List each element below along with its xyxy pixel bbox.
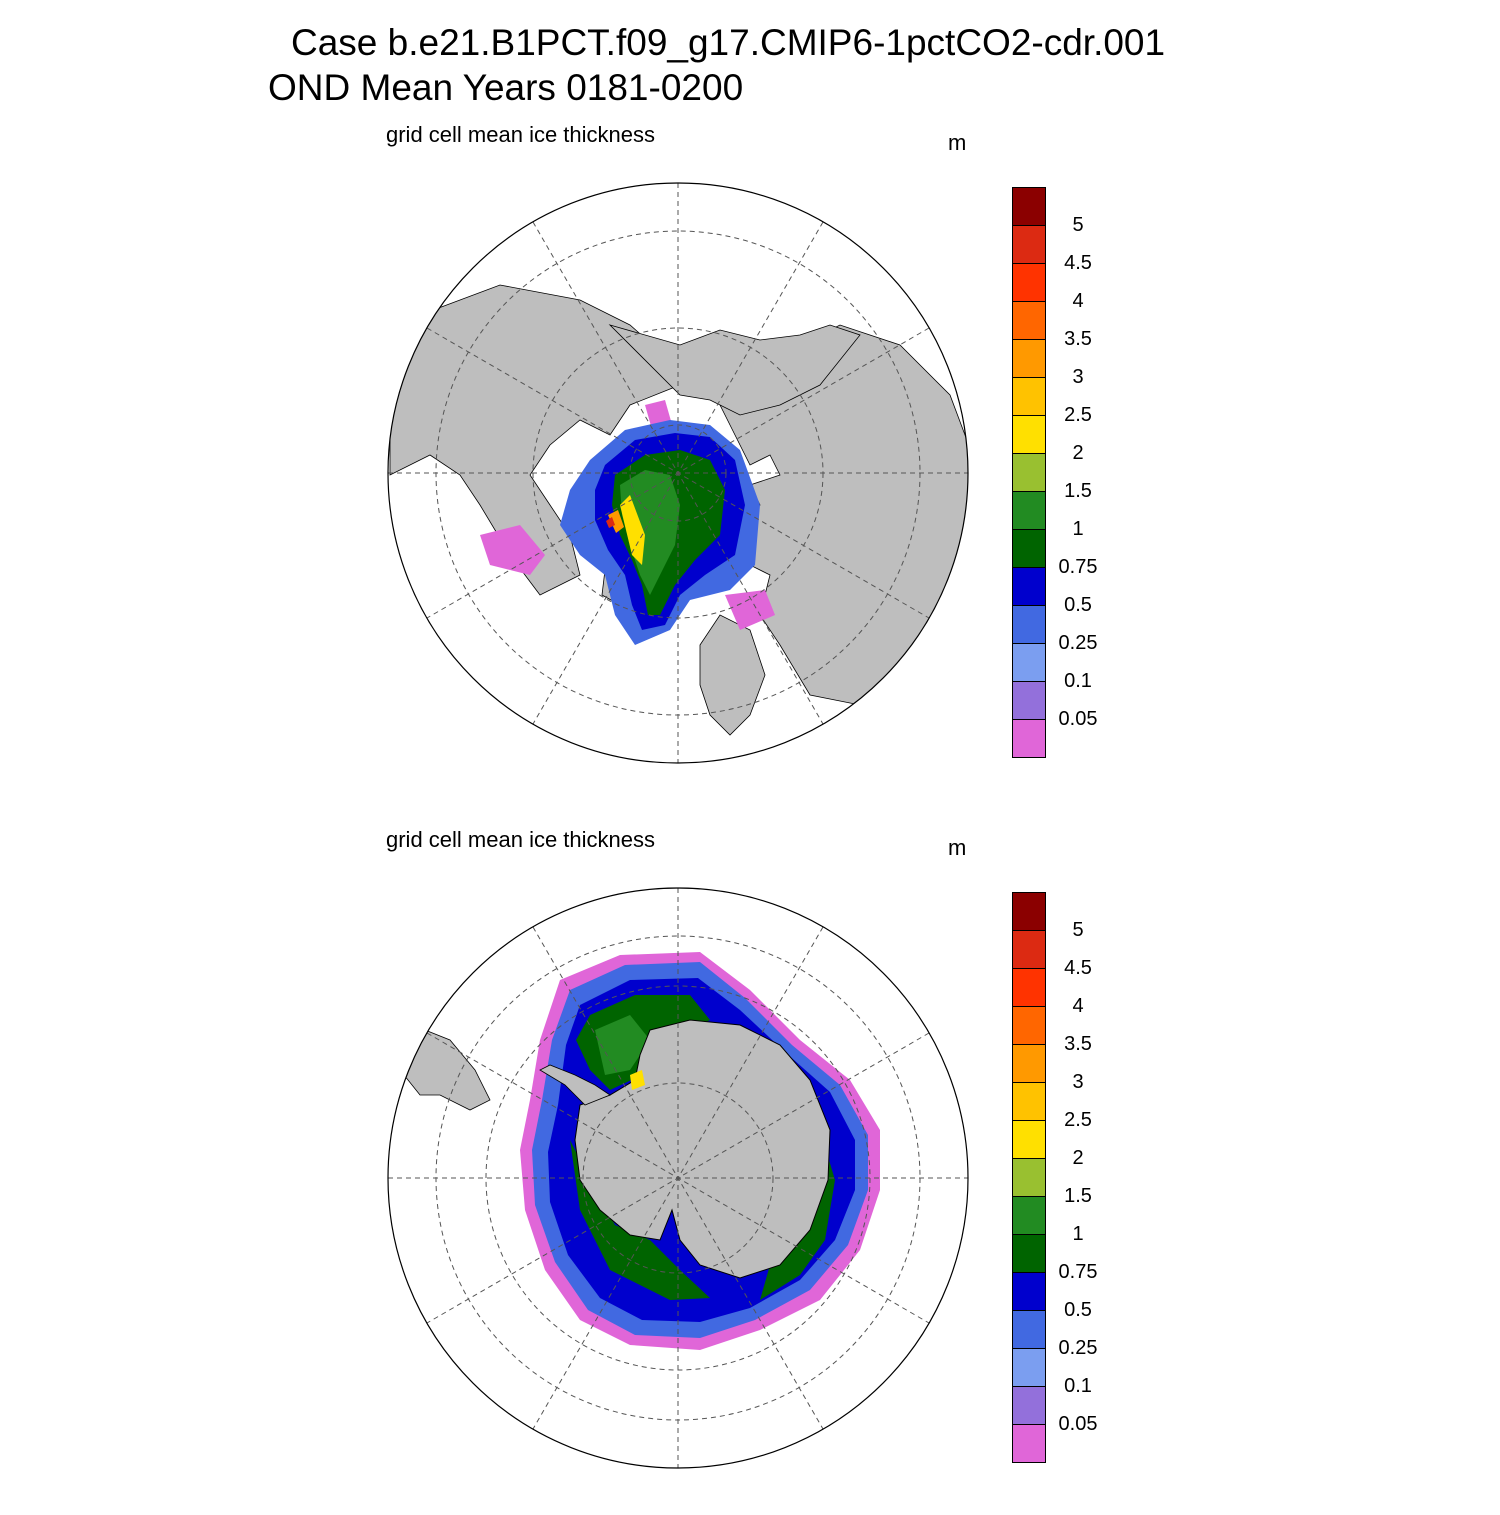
colorbar-tick-label: 1.5 xyxy=(1064,480,1092,502)
colorbar-swatch xyxy=(1012,681,1046,719)
colorbar-tick-label: 0.75 xyxy=(1058,556,1098,578)
arctic-polar-map xyxy=(387,182,969,764)
colorbar-tick-label: 1.5 xyxy=(1064,1185,1092,1207)
colorbar-swatch xyxy=(1012,1120,1046,1158)
colorbar-tick-label: 5 xyxy=(1072,214,1084,236)
ice-red-peak xyxy=(606,517,615,528)
colorbar-swatch xyxy=(1012,453,1046,491)
colorbar-swatch xyxy=(1012,377,1046,415)
colorbar-tick-label: 0.5 xyxy=(1064,594,1092,616)
colorbar-swatch xyxy=(1012,892,1046,930)
ice-orange xyxy=(608,510,624,533)
map-boundary xyxy=(387,182,969,764)
map-boundary xyxy=(387,887,969,1469)
panel-antarctic: grid cell mean ice thickness m xyxy=(0,815,1500,1515)
colorbar-tick-label: 1 xyxy=(1072,1223,1084,1245)
colorbar-swatch xyxy=(1012,339,1046,377)
colorbar-swatch xyxy=(1012,263,1046,301)
colorbar-tick-label: 0.25 xyxy=(1058,1337,1098,1359)
colorbar-tick-label: 2 xyxy=(1072,1147,1084,1169)
colorbar-swatch xyxy=(1012,1272,1046,1310)
colorbar-swatch xyxy=(1012,1424,1046,1463)
colorbar-swatch xyxy=(1012,1044,1046,1082)
colorbar-tick-label: 0.1 xyxy=(1064,1375,1092,1397)
colorbar-swatch xyxy=(1012,930,1046,968)
colorbar-swatch xyxy=(1012,1234,1046,1272)
panel-units-label: m xyxy=(948,835,967,860)
colorbar-swatch xyxy=(1012,1158,1046,1196)
figure-title-line2: OND Mean Years 0181-0200 xyxy=(268,67,744,108)
colorbar-swatch xyxy=(1012,491,1046,529)
colorbar-swatch xyxy=(1012,567,1046,605)
colorbar-swatch xyxy=(1012,187,1046,225)
graticule xyxy=(388,183,968,763)
colorbar-tick-label: 1 xyxy=(1072,518,1084,540)
colorbar-tick-label: 4.5 xyxy=(1064,957,1092,979)
colorbar-swatch xyxy=(1012,1082,1046,1120)
ice-green-patch xyxy=(595,1015,650,1075)
siberia-coast-land xyxy=(608,324,861,416)
ice-yellow xyxy=(620,495,645,565)
colorbar-swatch xyxy=(1012,1348,1046,1386)
panel-units-label: m xyxy=(948,130,967,155)
ice-pink-edge xyxy=(480,525,545,575)
colorbar-tick-label: 2.5 xyxy=(1064,404,1092,426)
panel-variable-label: grid cell mean ice thickness xyxy=(386,122,656,147)
colorbar-tick-label: 3 xyxy=(1072,366,1084,388)
scandinavia-land xyxy=(699,614,766,736)
graticule xyxy=(388,888,968,1468)
colorbar-tick-label: 3 xyxy=(1072,1071,1084,1093)
panel-variable-label: grid cell mean ice thickness xyxy=(386,827,656,852)
colorbar xyxy=(1012,187,1046,758)
colorbar-swatch xyxy=(1012,1310,1046,1348)
antarctic-peninsula xyxy=(539,1064,611,1106)
colorbar-swatch xyxy=(1012,643,1046,681)
colorbar-tick-label: 2.5 xyxy=(1064,1109,1092,1131)
colorbar-tick-label: 4 xyxy=(1072,290,1084,312)
colorbar-tick-label: 0.5 xyxy=(1064,1299,1092,1321)
colorbar-tick-label: 4.5 xyxy=(1064,252,1092,274)
colorbar-tick-label: 0.25 xyxy=(1058,632,1098,654)
colorbar xyxy=(1012,892,1046,1463)
colorbar-tick-label: 0.05 xyxy=(1058,1413,1098,1435)
colorbar-swatch xyxy=(1012,529,1046,567)
ice-yellow-edge xyxy=(630,1070,645,1090)
panel-arctic: grid cell mean ice thickness m xyxy=(0,110,1500,810)
colorbar-tick-label: 5 xyxy=(1072,919,1084,941)
colorbar-swatch xyxy=(1012,1006,1046,1044)
colorbar-tick-label: 4 xyxy=(1072,995,1084,1017)
colorbar-tick-label: 2 xyxy=(1072,442,1084,464)
colorbar-swatch xyxy=(1012,225,1046,263)
colorbar-tick-label: 3.5 xyxy=(1064,328,1092,350)
colorbar-tick-label: 0.05 xyxy=(1058,708,1098,730)
south-america-land xyxy=(399,1029,491,1111)
ice-green xyxy=(620,470,680,595)
figure-title-line1: Case b.e21.B1PCT.f09_g17.CMIP6-1pctCO2-c… xyxy=(291,22,1166,63)
colorbar-swatch xyxy=(1012,719,1046,758)
colorbar-tick-label: 0.75 xyxy=(1058,1261,1098,1283)
colorbar-swatch xyxy=(1012,1386,1046,1424)
colorbar-swatch xyxy=(1012,415,1046,453)
colorbar-swatch xyxy=(1012,605,1046,643)
antarctic-polar-map xyxy=(387,887,969,1469)
colorbar-tick-label: 0.1 xyxy=(1064,670,1092,692)
colorbar-swatch xyxy=(1012,968,1046,1006)
colorbar-swatch xyxy=(1012,1196,1046,1234)
colorbar-swatch xyxy=(1012,301,1046,339)
colorbar-tick-label: 3.5 xyxy=(1064,1033,1092,1055)
